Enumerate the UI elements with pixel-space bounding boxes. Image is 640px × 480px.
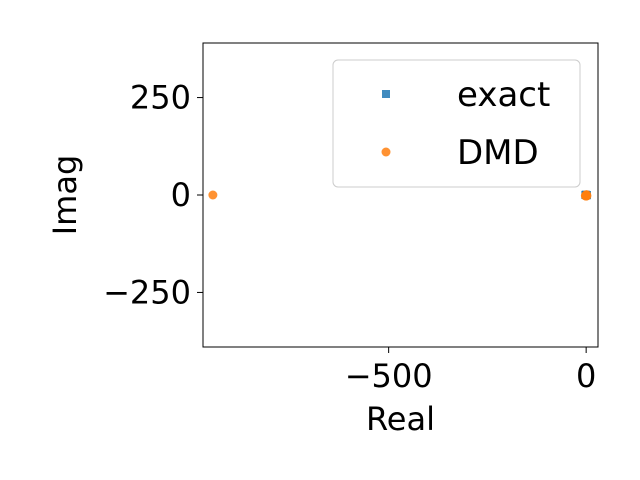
y-tick-label-0: 250 — [130, 79, 191, 117]
x-tick-label-0: −500 — [345, 357, 433, 395]
point-DMD-6 — [581, 191, 591, 201]
y-axis-label: Imag — [46, 155, 84, 236]
legend-marker-exact — [382, 90, 390, 98]
legend-label-DMD: DMD — [457, 133, 539, 173]
plot-area: −500 0 250 0 −250 — [103, 42, 599, 395]
legend-label-exact: exact — [457, 75, 550, 115]
points-layer — [208, 190, 592, 201]
legend: exact DMD — [332, 59, 581, 188]
y-tick-label-2: −250 — [103, 273, 191, 311]
x-tick-label-1: 0 — [576, 357, 596, 395]
x-axis-ticks: −500 0 — [345, 347, 596, 395]
legend-box — [332, 59, 581, 188]
y-axis-ticks: 250 0 −250 — [103, 79, 203, 311]
point-DMD-0 — [208, 190, 218, 200]
y-tick-label-1: 0 — [171, 176, 191, 214]
x-axis-label: Real — [366, 400, 435, 438]
legend-marker-DMD — [381, 147, 391, 157]
